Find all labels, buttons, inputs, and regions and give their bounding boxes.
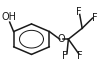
Text: OH: OH [1, 12, 16, 22]
Text: F: F [92, 13, 97, 23]
Text: F: F [77, 51, 83, 61]
Text: F: F [76, 7, 82, 17]
Text: O: O [58, 34, 65, 44]
Text: F: F [62, 51, 68, 61]
